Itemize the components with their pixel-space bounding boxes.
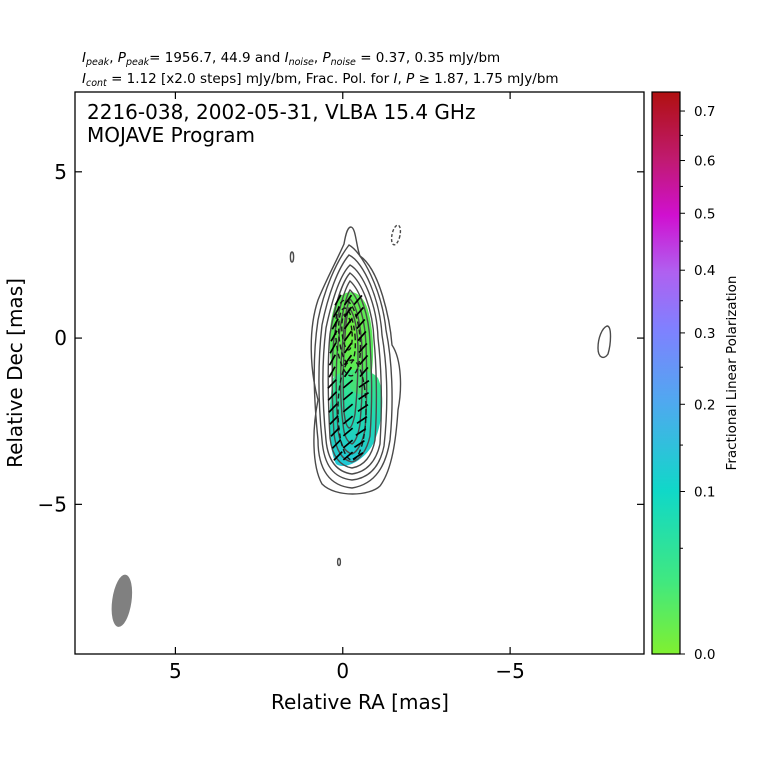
colorbar-tick-label: 0.7	[694, 104, 715, 120]
evpa-tick	[330, 330, 338, 342]
colorbar-label: Fractional Linear Polarization	[724, 276, 740, 471]
contour-islet-west	[597, 325, 612, 359]
y-axis-label: Relative Dec [mas]	[3, 278, 27, 468]
contour-islet-sw	[336, 557, 342, 567]
y-tick-label: 5	[54, 160, 67, 184]
colorbar: 0.0 0.1 0.2 0.3 0.4 0.5 0.6 0.7 Fractional Line…	[651, 91, 740, 663]
evpa-tick	[352, 451, 364, 461]
plot-area	[111, 224, 612, 627]
evpa-tick	[343, 354, 353, 366]
evpa-tick	[356, 318, 366, 330]
evpa-tick	[342, 391, 354, 401]
evpa-tick	[342, 427, 354, 437]
evpa-tick	[343, 366, 353, 378]
header-line1-noise: = 0.37, 0.35 mJy/bm	[360, 50, 500, 66]
colorbar-tick-label: 0.4	[694, 263, 715, 279]
evpa-tick	[358, 391, 370, 401]
chart-subtitle: MOJAVE Program	[87, 123, 255, 147]
evpa-tick	[328, 354, 337, 366]
x-tick-label: −5	[495, 659, 524, 683]
header-line2-b: ≥ 1.87, 1.75 mJy/bm	[419, 71, 559, 87]
evpa-tick	[359, 354, 369, 366]
evpa-tick	[328, 403, 338, 413]
evpa-tick	[342, 379, 354, 389]
evpa-tick	[343, 306, 353, 318]
colorbar-gradient	[651, 91, 681, 655]
evpa-tick	[357, 330, 367, 342]
colorbar-tick-label: 0.6	[694, 154, 715, 170]
evpa-tick	[342, 403, 354, 413]
evpa-tick	[354, 306, 365, 318]
y-tick-label: 0	[54, 326, 67, 350]
evpa-tick	[332, 306, 341, 318]
evpa-tick	[343, 294, 353, 306]
evpa-tick	[343, 330, 353, 342]
contour-islet-ne	[289, 251, 295, 263]
svg-text:Ipeak, Ppeak= 1956.7, 44.9 and: Ipeak, Ppeak= 1956.7, 44.9 and Inoise, P…	[82, 50, 500, 68]
evpa-tick	[343, 318, 353, 330]
header-line2-a: = 1.12 [x2.0 steps] mJy/bm, Frac. Pol. f…	[111, 71, 390, 87]
negative-contour	[390, 224, 402, 246]
evpa-vectors	[327, 294, 370, 461]
x-axis-label: Relative RA [mas]	[271, 690, 449, 714]
y-tick-label: −5	[38, 492, 67, 516]
evpa-tick	[353, 439, 365, 449]
core-contours	[334, 299, 367, 461]
evpa-tick	[342, 451, 354, 461]
evpa-tick	[329, 415, 339, 425]
evpa-tick	[327, 379, 337, 389]
evpa-tick	[331, 439, 342, 449]
axes: 5 0 −5 5 0 −5	[38, 92, 644, 683]
colorbar-ticks: 0.0 0.1 0.2 0.3 0.4 0.5 0.6 0.7	[680, 104, 715, 663]
colorbar-tick-label: 0.0	[694, 647, 715, 663]
evpa-tick	[356, 415, 368, 425]
colorbar-tick-label: 0.3	[694, 326, 715, 342]
beam-ellipse	[111, 574, 133, 627]
header-line1-values: = 1956.7, 44.9 and	[149, 50, 280, 66]
colorbar-tick-label: 0.5	[694, 206, 715, 222]
evpa-tick	[353, 294, 363, 306]
evpa-tick	[328, 366, 336, 378]
evpa-tick	[331, 318, 339, 330]
evpa-tick	[355, 427, 367, 437]
header-line-2: Icont = 1.12 [x2.0 steps] mJy/bm, Frac. …	[82, 71, 559, 89]
header-line-1: Ipeak, Ppeak= 1956.7, 44.9 and Inoise, P…	[82, 50, 500, 68]
evpa-tick	[327, 391, 338, 401]
x-tick-label: 5	[169, 659, 182, 683]
evpa-tick	[359, 366, 369, 378]
evpa-tick	[329, 342, 337, 354]
plot-frame	[74, 91, 645, 655]
evpa-tick	[342, 415, 354, 425]
evpa-tick	[334, 294, 342, 306]
chart-title: 2216-038, 2002-05-31, VLBA 15.4 GHz	[87, 100, 475, 124]
evpa-tick	[330, 427, 340, 437]
evpa-tick	[358, 379, 370, 389]
evpa-tick	[358, 342, 368, 354]
evpa-tick	[343, 342, 353, 354]
x-tick-label: 0	[336, 659, 349, 683]
colorbar-tick-label: 0.1	[694, 485, 715, 501]
svg-text:Icont = 1.12 [x2.0 steps] mJy/: Icont = 1.12 [x2.0 steps] mJy/bm, Frac. …	[82, 71, 559, 89]
colorbar-tick-label: 0.2	[694, 397, 715, 413]
evpa-tick	[342, 439, 354, 449]
evpa-tick	[333, 451, 343, 461]
evpa-tick	[357, 403, 369, 413]
